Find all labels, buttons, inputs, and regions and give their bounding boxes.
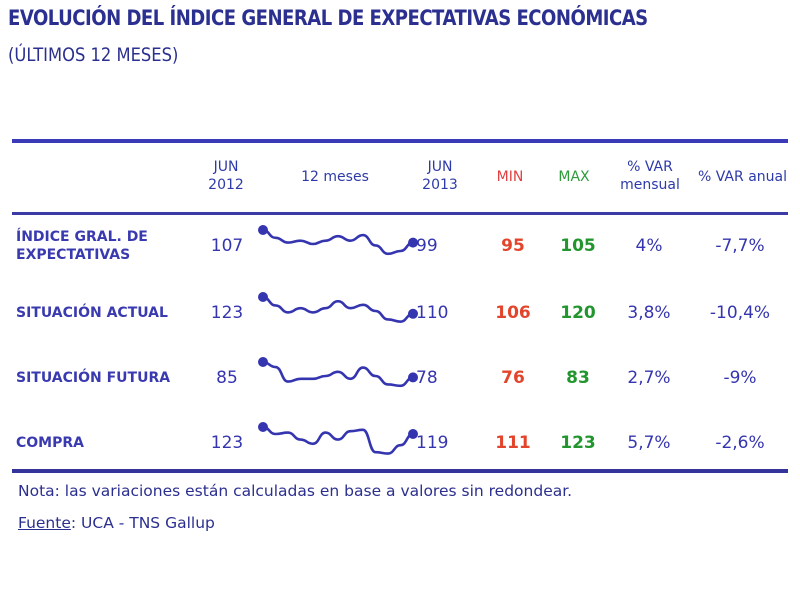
row-label-line1: SITUACIÓN FUTURA bbox=[16, 370, 171, 386]
header-var-mensual-line2: mensual bbox=[620, 177, 680, 193]
row-label: SITUACIÓN FUTURA bbox=[16, 369, 170, 387]
row-label: COMPRA bbox=[16, 434, 84, 452]
cell-var-anual: -2,6% bbox=[715, 433, 765, 453]
sparkline-start-point bbox=[258, 357, 268, 367]
footnote: Nota: las variaciones están calculadas e… bbox=[18, 482, 573, 500]
header-max: MAX bbox=[558, 169, 590, 185]
cell-var-anual: -10,4% bbox=[709, 303, 771, 323]
row-label-line2: EXPECTATIVAS bbox=[16, 247, 131, 263]
sparkline-series bbox=[261, 228, 415, 256]
cell-jun-2013: 99 bbox=[416, 236, 438, 256]
sparkline-series bbox=[261, 425, 415, 455]
source-text: : UCA - TNS Gallup bbox=[70, 514, 215, 532]
sparkline-end-point bbox=[408, 429, 418, 439]
cell-max: 105 bbox=[560, 236, 596, 256]
cell-jun-2012: 107 bbox=[210, 236, 244, 256]
cell-var-anual: -9% bbox=[723, 368, 757, 388]
header-jun-2013: JUN 2013 bbox=[410, 158, 470, 194]
cell-var-anual: -7,7% bbox=[715, 236, 765, 256]
cell-min: 76 bbox=[501, 368, 525, 388]
cell-jun-2012: 123 bbox=[210, 303, 244, 323]
source-line: Fuente: UCA - TNS Gallup bbox=[18, 514, 215, 532]
header-var-anual: % VAR anual bbox=[698, 169, 787, 185]
cell-min: 111 bbox=[495, 433, 531, 453]
page-title: EVOLUCIÓN DEL ÍNDICE GENERAL DE EXPECTAT… bbox=[8, 6, 648, 30]
sparkline-end-point bbox=[408, 237, 418, 248]
sparkline bbox=[258, 357, 418, 388]
page-subtitle: (ÚLTIMOS 12 MESES) bbox=[8, 44, 179, 66]
cell-var-mensual: 3,8% bbox=[627, 303, 671, 323]
header-end-month: JUN bbox=[427, 159, 453, 175]
header-start-year: 2012 bbox=[208, 177, 244, 193]
cell-min: 95 bbox=[501, 236, 525, 256]
row-label-line1: COMPRA bbox=[16, 435, 84, 451]
sparkline bbox=[258, 422, 418, 455]
cell-var-mensual: 4% bbox=[635, 236, 663, 256]
cell-jun-2013: 78 bbox=[416, 368, 438, 388]
cell-var-mensual: 2,7% bbox=[627, 368, 671, 388]
cell-var-mensual: 5,7% bbox=[627, 433, 671, 453]
header-rule bbox=[12, 212, 788, 215]
cell-max: 83 bbox=[566, 368, 590, 388]
sparkline-end-point bbox=[408, 308, 418, 319]
cell-jun-2013: 119 bbox=[416, 433, 449, 453]
cell-jun-2013: 110 bbox=[416, 303, 449, 323]
cell-min: 106 bbox=[495, 303, 531, 323]
sparkline-start-point bbox=[258, 225, 268, 235]
sparkline-series bbox=[261, 295, 415, 323]
table-top-rule bbox=[12, 139, 788, 143]
cell-max: 123 bbox=[560, 433, 596, 453]
row-label-line1: SITUACIÓN ACTUAL bbox=[16, 305, 168, 321]
header-min: MIN bbox=[496, 169, 524, 185]
header-end-year: 2013 bbox=[422, 177, 458, 193]
row-label: ÍNDICE GRAL. DE EXPECTATIVAS bbox=[16, 228, 148, 264]
sparkline-end-point bbox=[408, 372, 418, 383]
header-var-mensual-line1: % VAR bbox=[627, 159, 673, 175]
header-jun-2012: JUN 2012 bbox=[196, 158, 256, 194]
sparkline-start-point bbox=[258, 292, 268, 302]
header-trend: 12 meses bbox=[301, 169, 369, 185]
sparkline bbox=[258, 225, 418, 256]
header-var-mensual: % VAR mensual bbox=[610, 158, 690, 194]
cell-jun-2012: 123 bbox=[210, 433, 244, 453]
header-start-month: JUN bbox=[213, 159, 239, 175]
row-label: SITUACIÓN ACTUAL bbox=[16, 304, 168, 322]
source-label: Fuente bbox=[18, 514, 71, 532]
sparkline-start-point bbox=[258, 422, 268, 432]
cell-max: 120 bbox=[560, 303, 596, 323]
cell-jun-2012: 85 bbox=[216, 368, 238, 388]
sparkline-series bbox=[261, 360, 415, 388]
row-label-line1: ÍNDICE GRAL. DE bbox=[16, 229, 148, 245]
table-bottom-rule bbox=[12, 469, 788, 473]
sparkline bbox=[258, 292, 418, 323]
